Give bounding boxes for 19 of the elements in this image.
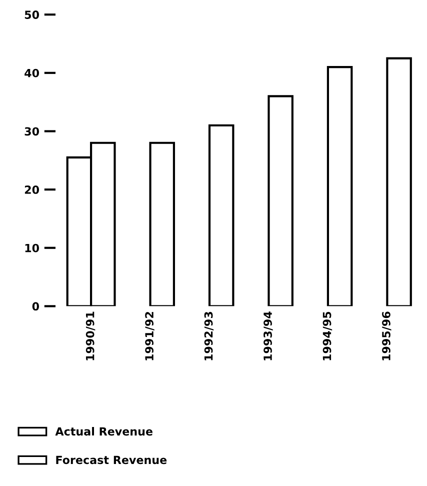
x-tick-label: 1992/93 <box>204 312 214 360</box>
x-tick-label: 1994/95 <box>322 312 332 360</box>
x-tick-label: 1993/94 <box>264 312 273 360</box>
bar <box>386 57 412 306</box>
y-tick-label: 10 <box>25 244 40 252</box>
y-tick-label: 50 <box>24 10 40 19</box>
x-tick-label: 1995/96 <box>382 312 392 360</box>
y-tick-label: 30 <box>24 127 40 136</box>
legend-label: Actual Revenue <box>55 426 152 436</box>
bar <box>149 142 176 306</box>
y-tick-label: 20 <box>24 186 40 194</box>
x-tick-label: 1991/92 <box>145 312 154 360</box>
bar <box>208 124 234 306</box>
bar <box>326 66 353 306</box>
legend-label: Forecast Revenue <box>56 456 167 464</box>
bar <box>268 95 294 306</box>
y-tick-label: 0 <box>32 302 40 311</box>
x-tick-label: 1990/91 <box>86 312 96 360</box>
y-tick-label: 40 <box>24 68 40 78</box>
